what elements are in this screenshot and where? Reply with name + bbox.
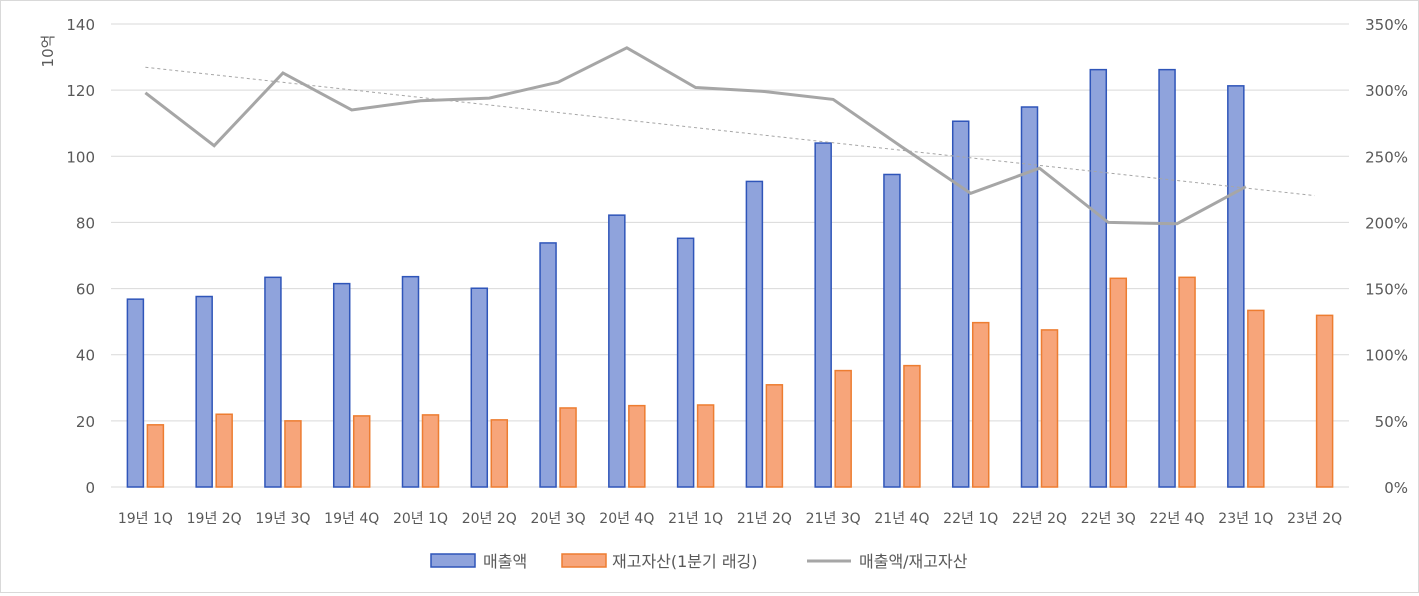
x-tick-label: 22년 4Q bbox=[1150, 511, 1205, 527]
x-tick-label: 22년 2Q bbox=[1012, 511, 1067, 527]
y2-tick-label: 200% bbox=[1365, 214, 1408, 232]
bar-inventory bbox=[628, 404, 646, 488]
x-tick-label: 22년 1Q bbox=[943, 511, 998, 527]
bar-inventory bbox=[971, 321, 990, 488]
bar-sales bbox=[264, 276, 282, 488]
bar-inventory bbox=[903, 364, 921, 488]
bar-sales bbox=[1020, 106, 1039, 488]
bar-inventory bbox=[1040, 329, 1059, 488]
x-tick-label: 20년 2Q bbox=[462, 511, 517, 527]
x-tick-label: 19년 3Q bbox=[255, 511, 310, 527]
trendline-ratio bbox=[145, 66, 1315, 197]
bar-sales bbox=[539, 242, 557, 488]
bar-inventory bbox=[834, 369, 852, 488]
x-tick-label: 21년 4Q bbox=[874, 511, 929, 527]
x-tick-label: 21년 2Q bbox=[737, 511, 792, 527]
axes-group: 0 20 40 60 80 100 120 140 0% 50% 100% 150% 200% 250% 3… bbox=[66, 16, 1408, 527]
bar-inventory bbox=[559, 407, 577, 488]
y-tick-label: 140 bbox=[66, 16, 95, 34]
y2-tick-label: 100% bbox=[1365, 347, 1408, 365]
y2-tick-label: 250% bbox=[1365, 148, 1408, 166]
bar-sales bbox=[608, 214, 626, 488]
y2-tick-label: 50% bbox=[1375, 413, 1408, 431]
bar-sales bbox=[332, 282, 351, 488]
bar-sales bbox=[951, 120, 970, 488]
bar-inventory bbox=[284, 420, 302, 488]
y-tick-label: 120 bbox=[66, 82, 95, 100]
bar-sales bbox=[676, 237, 695, 488]
x-tick-label: 19년 4Q bbox=[324, 511, 379, 527]
y-tick-label: 0 bbox=[85, 479, 95, 497]
bar-inventory bbox=[490, 419, 509, 488]
line-sales-inventory-ratio bbox=[144, 46, 1247, 226]
bar-inventory bbox=[146, 424, 165, 488]
lines-group bbox=[144, 46, 1315, 226]
bar-sales bbox=[745, 180, 764, 488]
x-tick-label: 19년 1Q bbox=[118, 511, 173, 527]
legend-swatch-sales bbox=[430, 553, 476, 568]
x-tick-label: 19년 2Q bbox=[187, 511, 242, 527]
bar-inventory bbox=[1315, 314, 1334, 488]
bar-sales bbox=[470, 287, 489, 488]
bar-sales bbox=[195, 295, 213, 488]
x-tick-label: 23년 1Q bbox=[1218, 511, 1273, 527]
y2-tick-label: 300% bbox=[1365, 82, 1408, 100]
bar-inventory bbox=[215, 413, 233, 488]
bar-sales bbox=[401, 275, 420, 488]
legend-swatch-inventory bbox=[561, 553, 607, 568]
y-tick-label: 20 bbox=[76, 413, 95, 431]
bar-inventory bbox=[1109, 277, 1128, 488]
y-tick-label: 40 bbox=[76, 347, 95, 365]
legend-label-sales: 매출액 bbox=[483, 552, 527, 571]
legend: 매출액 재고자산(1분기 래깅) 매출액/재고자산 bbox=[430, 552, 968, 571]
bar-inventory bbox=[421, 414, 440, 488]
bars-group bbox=[126, 68, 1334, 488]
x-tick-label: 23년 2Q bbox=[1287, 511, 1342, 527]
bar-sales bbox=[814, 142, 832, 488]
y-tick-label: 100 bbox=[66, 148, 95, 166]
x-tick-label: 21년 1Q bbox=[668, 511, 723, 527]
x-tick-label: 20년 3Q bbox=[531, 511, 586, 527]
y-tick-label: 60 bbox=[76, 281, 95, 299]
y2-tick-label: 350% bbox=[1365, 16, 1408, 34]
bar-sales bbox=[126, 298, 145, 488]
y-tick-label: 80 bbox=[76, 214, 95, 232]
y-axis-label: 10억 bbox=[39, 35, 57, 68]
bar-sales bbox=[883, 173, 901, 488]
legend-label-ratio: 매출액/재고자산 bbox=[859, 552, 968, 571]
y2-tick-label: 0% bbox=[1384, 479, 1408, 497]
bar-inventory bbox=[1247, 309, 1265, 488]
legend-label-inventory: 재고자산(1분기 래깅) bbox=[612, 552, 758, 571]
bar-inventory bbox=[352, 415, 371, 488]
x-tick-label: 20년 4Q bbox=[599, 511, 654, 527]
bar-sales bbox=[1158, 68, 1176, 488]
y2-tick-label: 150% bbox=[1365, 281, 1408, 299]
bar-inventory bbox=[1178, 276, 1196, 488]
bar-sales bbox=[1227, 85, 1245, 488]
bar-inventory bbox=[696, 404, 715, 488]
bar-inventory bbox=[765, 384, 784, 488]
x-tick-label: 22년 3Q bbox=[1081, 511, 1136, 527]
bar-sales bbox=[1089, 68, 1108, 488]
x-tick-label: 21년 3Q bbox=[806, 511, 861, 527]
x-tick-label: 20년 1Q bbox=[393, 511, 448, 527]
